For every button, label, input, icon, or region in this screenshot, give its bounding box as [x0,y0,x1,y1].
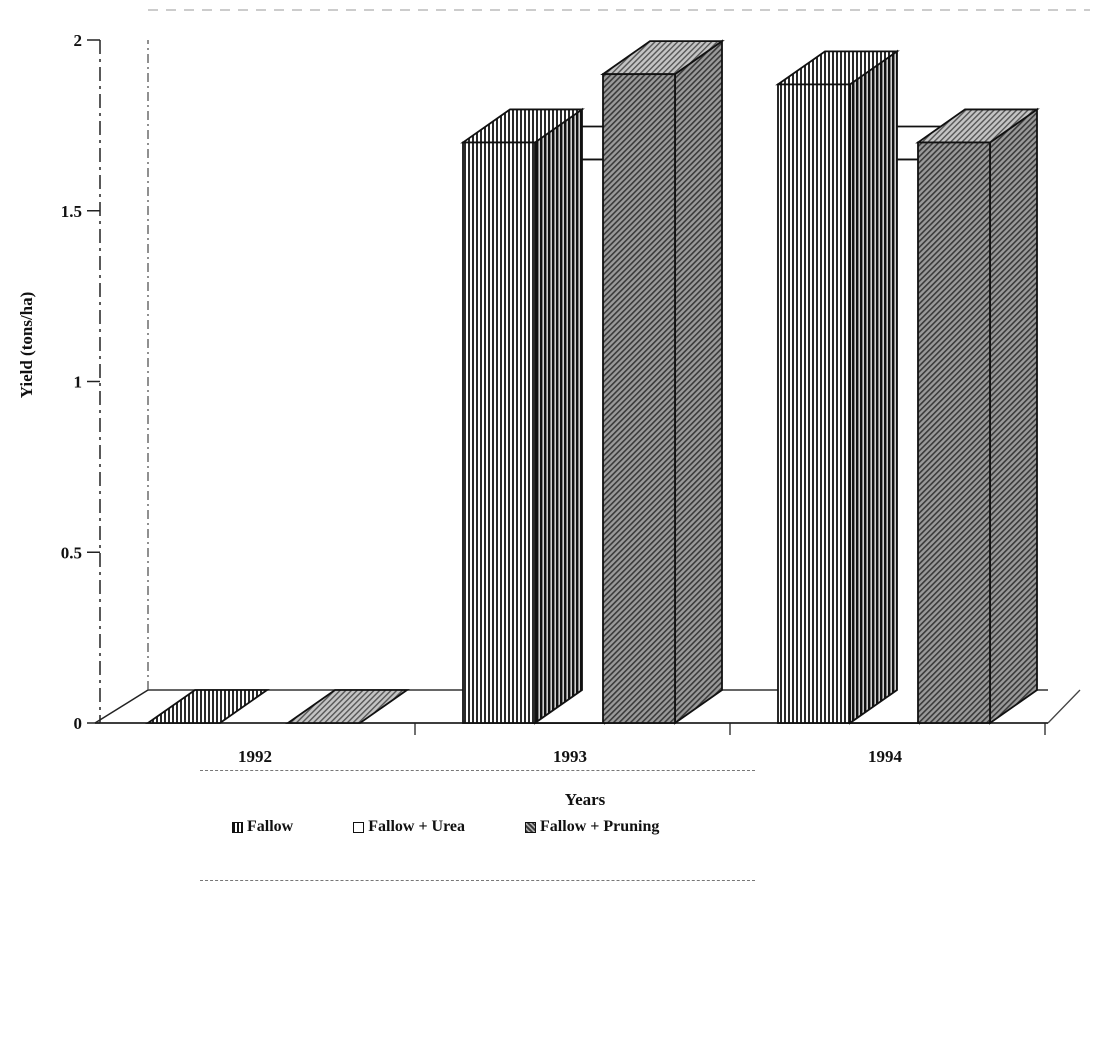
bar-fallow-1993 [460,107,585,725]
bars [145,39,1040,725]
y-axis-title: Yield (tons/ha) [17,292,36,399]
bar-front-face [777,83,851,724]
bar-front-face [462,141,536,724]
x-axis-title: Years [565,790,606,809]
y-tick-label: 0.5 [61,543,82,562]
bar-fallow-1994 [775,49,900,725]
legend-label-fallow-urea: Fallow + Urea [368,818,466,835]
legend-swatch-fallow-pruning [525,821,537,833]
x-tick-label: 1994 [868,747,903,766]
bar-front-face [602,73,676,724]
legend-label-fallow: Fallow [247,818,294,835]
legend-frame-top [200,770,755,771]
x-axis: 1992 1993 1994 [238,723,1046,766]
legend-item-fallow-urea: Fallow + Urea [353,818,465,836]
bar-fallow-pruning-1993 [600,39,725,725]
bar-side-face [989,107,1038,725]
y-tick-label: 1 [74,373,83,392]
bar-side-face [534,107,583,725]
y-tick-label: 0 [74,714,83,733]
legend: Fallow Fallow + Urea Fallow + Pruning [232,818,719,836]
legend-swatch-fallow-urea [353,821,365,833]
bar-fallow-pruning-1992 [285,689,410,724]
bar-front-face [917,141,991,724]
legend-label-fallow-pruning: Fallow + Pruning [540,818,660,835]
legend-item-fallow: Fallow [232,818,293,836]
y-tick-label: 2 [74,31,83,50]
x-tick-label: 1992 [238,747,272,766]
legend-swatch-fallow [232,821,243,833]
bar-side-face [849,49,898,725]
bar-side-face [674,39,723,725]
y-axis: 0 0.5 1 1.5 2 [61,31,100,733]
bar-top-face [285,689,410,724]
y-tick-label: 1.5 [61,202,82,221]
x-tick-label: 1993 [553,747,587,766]
bar-top-face [145,689,270,724]
bar-fallow-1992 [145,689,270,724]
bar-fallow-pruning-1994 [915,107,1040,725]
legend-item-fallow-pruning: Fallow + Pruning [525,818,659,836]
legend-frame-bottom [200,880,755,881]
